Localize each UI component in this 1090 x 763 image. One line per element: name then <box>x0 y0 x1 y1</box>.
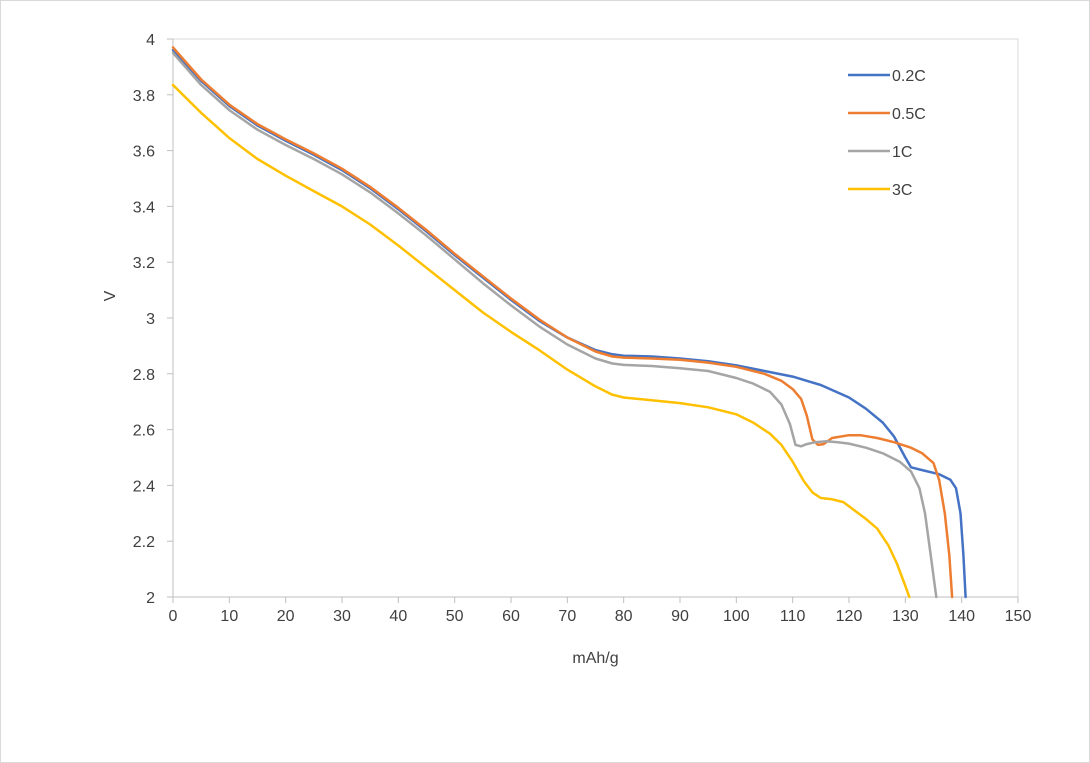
x-tick-label: 110 <box>780 608 806 625</box>
x-tick-label: 60 <box>502 608 520 625</box>
y-tick-label: 4 <box>146 32 155 49</box>
legend-item: 0.2C <box>848 68 926 85</box>
y-tick-label: 2 <box>146 590 155 607</box>
series-line-0-5c <box>171 46 954 599</box>
y-tick-label: 2.8 <box>133 367 155 384</box>
x-tick-label: 10 <box>220 608 238 625</box>
x-tick-label: 140 <box>948 608 975 625</box>
y-axis-ticks: 2 2.2 2.4 2.6 2.8 3 3.2 3.4 3.6 3.8 4 <box>133 32 173 607</box>
x-tick-label: 70 <box>558 608 576 625</box>
legend-label: 1C <box>892 144 912 161</box>
series-line-1c <box>171 51 938 599</box>
y-tick-label: 2.6 <box>133 423 155 440</box>
x-tick-label: 0 <box>169 608 178 625</box>
x-tick-label: 40 <box>389 608 407 625</box>
series-lines <box>171 46 967 599</box>
legend-label: 0.2C <box>892 68 926 85</box>
x-tick-label: 100 <box>723 608 750 625</box>
x-tick-label: 120 <box>836 608 863 625</box>
x-tick-label: 50 <box>446 608 464 625</box>
x-axis-ticks: 0 10 20 30 40 50 60 70 80 90 100 110 120 130 140 150 <box>169 597 1032 625</box>
y-tick-label: 2.4 <box>133 478 155 495</box>
x-tick-label: 150 <box>1005 608 1032 625</box>
x-tick-label: 30 <box>333 608 351 625</box>
y-tick-label: 3 <box>146 311 155 328</box>
series-line-3c <box>171 83 911 599</box>
x-tick-label: 130 <box>892 608 919 625</box>
x-tick-label: 20 <box>277 608 295 625</box>
legend-label: 0.5C <box>892 106 926 123</box>
legend-label: 3C <box>892 182 912 199</box>
legend-item: 1C <box>848 144 912 161</box>
legend-item: 3C <box>848 182 912 199</box>
y-tick-label: 3.2 <box>133 255 155 272</box>
x-tick-label: 80 <box>615 608 633 625</box>
y-tick-label: 2.2 <box>133 534 155 551</box>
y-tick-label: 3.4 <box>133 199 155 216</box>
legend-item: 0.5C <box>848 106 926 123</box>
x-tick-label: 90 <box>671 608 689 625</box>
series-line-0-2c <box>171 48 967 599</box>
y-axis-title: V <box>102 290 119 301</box>
legend: 0.2C 0.5C 1C 3C <box>848 68 926 199</box>
y-tick-label: 3.8 <box>133 88 155 105</box>
y-tick-label: 3.6 <box>133 144 155 161</box>
x-axis-title: mAh/g <box>572 650 618 667</box>
